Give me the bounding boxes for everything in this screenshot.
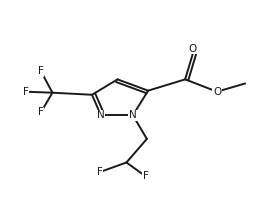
- Text: F: F: [38, 66, 44, 76]
- Text: F: F: [97, 167, 103, 177]
- Text: N: N: [97, 110, 105, 120]
- Text: F: F: [38, 107, 44, 117]
- Text: O: O: [213, 87, 221, 97]
- Text: F: F: [23, 87, 29, 97]
- Text: O: O: [189, 44, 197, 54]
- Text: F: F: [143, 171, 149, 181]
- Text: N: N: [129, 110, 137, 120]
